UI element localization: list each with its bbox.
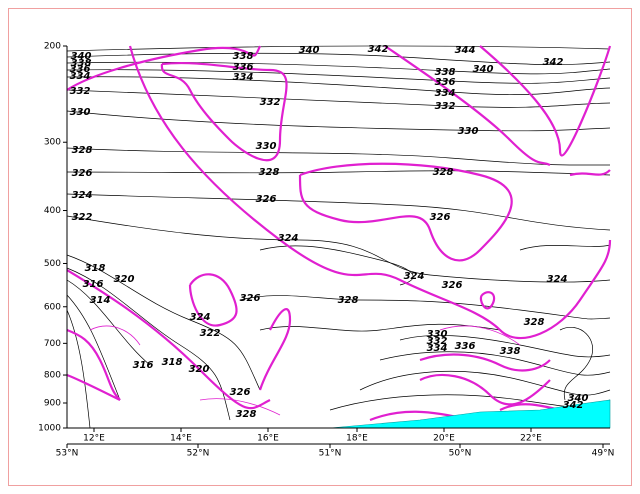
contour-label: 330: [70, 107, 91, 118]
contour-label: 334: [427, 343, 448, 354]
contour-label: 328: [259, 167, 280, 178]
contour-label: 320: [189, 364, 210, 375]
contour-label: 332: [435, 101, 456, 112]
contour-label: 340: [299, 45, 320, 56]
contour-label: 326: [442, 280, 463, 291]
contour-label: 334: [435, 88, 456, 99]
contour-label: 330: [427, 329, 448, 340]
x-tick-label: 12°E: [83, 434, 105, 444]
contour-label: 328: [338, 295, 359, 306]
x-tick-label: 20°E: [433, 434, 455, 444]
contour-label: 316: [83, 279, 104, 290]
contour-label: 330: [256, 141, 277, 152]
contour-label: 322: [200, 328, 221, 339]
contour-label: 326: [72, 168, 93, 179]
x-tick-label: 16°E: [257, 434, 279, 444]
x-tick-label-lat: 53°N: [56, 449, 79, 459]
contour-label: 324: [72, 190, 93, 201]
contour-label: 340: [71, 51, 92, 62]
contour-label: 326: [240, 293, 261, 304]
x-tick-label: 22°E: [520, 434, 542, 444]
contour-label: 342: [563, 400, 584, 411]
contour-label: 324: [404, 271, 425, 282]
y-tick-label: 400: [44, 206, 61, 216]
contour-label: 326: [230, 387, 251, 398]
contour-label: 332: [260, 97, 281, 108]
x-tick-label: 14°E: [170, 434, 192, 444]
y-tick-label: 500: [44, 259, 61, 269]
contour-label: 338: [435, 67, 456, 78]
contour-label: 336: [435, 77, 456, 88]
y-tick-label: 300: [44, 138, 61, 148]
contour-label: 336: [455, 341, 476, 352]
contour-label: 340: [568, 393, 589, 404]
contour-label: 326: [430, 212, 451, 223]
contour-label: 336: [233, 62, 254, 73]
contour-label: 342: [368, 44, 389, 55]
contour-label: 332: [70, 86, 91, 97]
contour-label: 324: [547, 274, 568, 285]
contour-label: 338: [71, 58, 92, 69]
x-tick-label-lat: 51°N: [319, 449, 342, 459]
y-tick-label: 700: [44, 339, 61, 349]
frame: [8, 8, 632, 486]
zero-lines: [66, 45, 612, 422]
y-tick-label: 800: [44, 371, 61, 381]
contour-label: 324: [190, 312, 211, 323]
contour-label: 316: [133, 360, 154, 371]
contour-label: 330: [458, 126, 479, 137]
contour-label: 342: [543, 57, 564, 68]
contour-label: 334: [70, 71, 91, 82]
contour-label: 318: [85, 263, 106, 274]
contour-label: 326: [256, 194, 277, 205]
contour-label: 328: [72, 145, 93, 156]
y-tick-label: 1000: [38, 424, 61, 434]
contour-label: 334: [233, 72, 254, 83]
contour-label: 328: [236, 409, 257, 420]
y-tick-label: 900: [44, 398, 61, 408]
contour-label: 332: [427, 336, 448, 347]
x-tick-label-lat: 50°N: [449, 449, 472, 459]
terrain: [329, 399, 611, 429]
contour-label: 340: [473, 64, 494, 75]
contour-label: 336: [70, 64, 91, 75]
contour-label: 344: [455, 45, 476, 56]
contour-label: 324: [278, 233, 299, 244]
x-tick-label-lat: 49°N: [592, 449, 615, 459]
contour-label: 320: [114, 274, 135, 285]
y-tick-label: 600: [44, 302, 61, 312]
contour-label: 318: [162, 357, 183, 368]
isentropes: [66, 45, 611, 429]
contour-label: 314: [90, 295, 111, 306]
contour-label: 328: [433, 167, 454, 178]
contour-label: 338: [233, 51, 254, 62]
y-tick-label: 200: [44, 42, 61, 52]
contour-label: 328: [524, 317, 545, 328]
contour-label: 322: [72, 212, 93, 223]
x-tick-label-lat: 52°N: [187, 449, 210, 459]
x-tick-label: 18°E: [346, 434, 368, 444]
contour-label: 338: [500, 346, 521, 357]
